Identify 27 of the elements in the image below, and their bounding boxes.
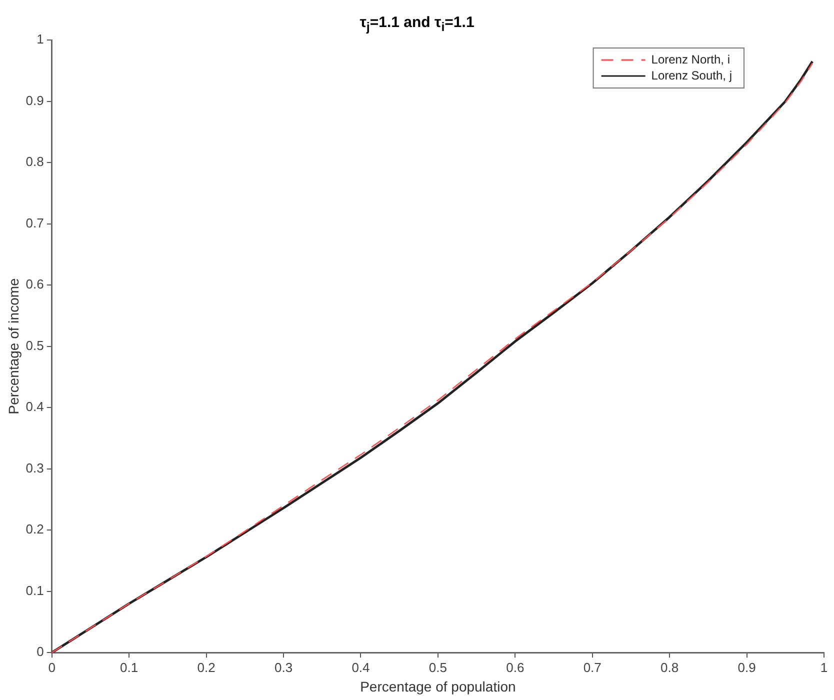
y-tick-label: 0.6 bbox=[26, 276, 44, 292]
y-tick-label: 0.7 bbox=[26, 215, 44, 230]
x-tick-label: 0.7 bbox=[583, 660, 602, 675]
x-tick-label: 0.6 bbox=[506, 660, 524, 675]
x-tick-label: 1 bbox=[820, 660, 828, 675]
y-tick-label: 1 bbox=[36, 32, 44, 47]
y-tick-label: 0.9 bbox=[26, 92, 44, 108]
y-tick-label: 0.8 bbox=[26, 154, 44, 170]
y-tick-label: 0.1 bbox=[26, 582, 44, 598]
chart-title: τ$_{j}$=1.1 and τ$_{i}$=1.1 bbox=[360, 14, 474, 34]
x-tick-label: 0.9 bbox=[738, 660, 756, 675]
y-tick-label: 0.5 bbox=[26, 338, 44, 353]
x-axis-title: Percentage of population bbox=[360, 678, 516, 694]
legend-label: Lorenz South, j bbox=[651, 68, 732, 82]
x-tick-label: 0.8 bbox=[660, 660, 679, 675]
x-tick-label: 0.2 bbox=[197, 660, 216, 675]
legend-label: Lorenz North, i bbox=[651, 52, 730, 66]
y-tick-label: 0.3 bbox=[26, 460, 44, 476]
x-tick-label: 0 bbox=[48, 660, 56, 675]
x-tick-label: 0.5 bbox=[428, 660, 447, 675]
x-tick-label: 0.3 bbox=[274, 660, 293, 675]
x-tick-label: 0.4 bbox=[352, 660, 370, 675]
y-tick-label: 0.2 bbox=[26, 522, 44, 537]
y-axis-title: Percentage of income bbox=[5, 278, 22, 414]
x-tick-label: 0.1 bbox=[120, 660, 138, 675]
y-tick-label: 0 bbox=[36, 644, 44, 660]
y-tick-label: 0.4 bbox=[26, 399, 44, 414]
